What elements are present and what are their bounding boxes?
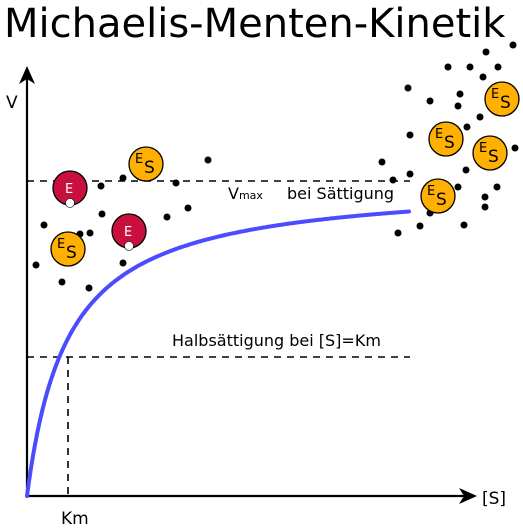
enzyme-substrate-complexes: E S E S E S E S E S E S bbox=[50, 81, 520, 267]
complex-enzyme-letter: E bbox=[479, 141, 487, 156]
substrate-dot bbox=[476, 113, 484, 121]
substrate-dot bbox=[389, 176, 397, 184]
es-complex: E S bbox=[472, 135, 508, 171]
enzyme-letter: E bbox=[65, 182, 73, 197]
substrate-dot bbox=[509, 41, 517, 49]
complex-substrate-letter: S bbox=[436, 190, 447, 210]
substrate-dot bbox=[119, 174, 127, 182]
guide-lines bbox=[27, 180, 410, 496]
vmax-sub: max bbox=[239, 189, 263, 202]
es-complex: E S bbox=[50, 231, 86, 267]
complex-substrate-letter: S bbox=[66, 243, 77, 263]
x-axis-label: [S] bbox=[482, 489, 506, 509]
substrate-dot bbox=[394, 229, 402, 237]
substrate-dot bbox=[86, 229, 94, 237]
substrate-dot bbox=[494, 63, 502, 71]
substrate-dot bbox=[85, 284, 93, 292]
substrate-dot bbox=[163, 213, 171, 221]
michaelis-menten-curve bbox=[25, 209, 411, 498]
substrate-dot bbox=[58, 278, 66, 286]
substrate-dot bbox=[404, 84, 412, 92]
x-axis-arrowhead bbox=[459, 488, 477, 504]
complex-enzyme-letter: E bbox=[135, 152, 143, 167]
enzyme-letter: E bbox=[124, 225, 132, 240]
substrate-dot bbox=[172, 179, 180, 187]
substrate-dot bbox=[481, 193, 489, 201]
substrate-dot bbox=[97, 182, 105, 190]
substrate-dot bbox=[40, 221, 48, 229]
axes bbox=[25, 72, 470, 498]
km-label: Km bbox=[61, 509, 89, 526]
substrate-dot bbox=[460, 221, 468, 229]
complex-enzyme-letter: E bbox=[57, 237, 65, 252]
substrate-dot bbox=[426, 97, 434, 105]
diagram-title: Michaelis-Menten-Kinetik bbox=[4, 1, 506, 47]
substrate-dot bbox=[466, 63, 474, 71]
substrate-dot bbox=[456, 90, 464, 98]
substrate-dot bbox=[378, 158, 386, 166]
vmax-label: Vmax bbox=[228, 184, 263, 203]
free-enzyme: E bbox=[111, 213, 147, 251]
free-enzyme: E bbox=[52, 170, 88, 208]
substrate-dot bbox=[98, 210, 106, 218]
free-enzymes: E E bbox=[52, 170, 147, 251]
substrate-dot bbox=[406, 170, 414, 178]
substrate-dot bbox=[454, 183, 462, 191]
substrate-dot bbox=[416, 222, 424, 230]
substrate-dot bbox=[462, 166, 470, 174]
es-complex: E S bbox=[128, 146, 164, 182]
substrate-dot bbox=[511, 144, 519, 152]
substrate-dot bbox=[454, 102, 462, 110]
substrate-dot bbox=[463, 123, 471, 131]
substrate-dot bbox=[479, 73, 487, 81]
complex-substrate-letter: S bbox=[144, 158, 155, 178]
substrate-dot bbox=[493, 183, 501, 191]
substrate-dot bbox=[482, 48, 490, 56]
complex-enzyme-letter: E bbox=[435, 127, 443, 142]
es-complex: E S bbox=[420, 178, 456, 214]
substrate-dot bbox=[184, 204, 192, 212]
complex-enzyme-letter: E bbox=[491, 87, 499, 102]
substrate-dots bbox=[32, 41, 519, 292]
substrate-dot bbox=[444, 63, 452, 71]
y-axis-arrowhead bbox=[19, 66, 35, 84]
vmax-rest-label: bei Sättigung bbox=[287, 184, 394, 203]
substrate-dot bbox=[32, 261, 40, 269]
complex-substrate-letter: S bbox=[500, 93, 511, 113]
substrate-dot bbox=[204, 156, 212, 164]
substrate-dot bbox=[119, 259, 127, 267]
complex-substrate-letter: S bbox=[488, 147, 499, 167]
vmax-main: V bbox=[228, 184, 239, 203]
complex-substrate-letter: S bbox=[444, 133, 455, 153]
es-complex: E S bbox=[484, 81, 520, 117]
substrate-dot bbox=[406, 131, 414, 139]
half-saturation-label: Halbsättigung bei [S]=Km bbox=[172, 331, 381, 350]
y-axis-label: V bbox=[6, 93, 18, 113]
complex-enzyme-letter: E bbox=[427, 184, 435, 199]
es-complex: E S bbox=[428, 121, 464, 157]
substrate-dot bbox=[481, 203, 489, 211]
